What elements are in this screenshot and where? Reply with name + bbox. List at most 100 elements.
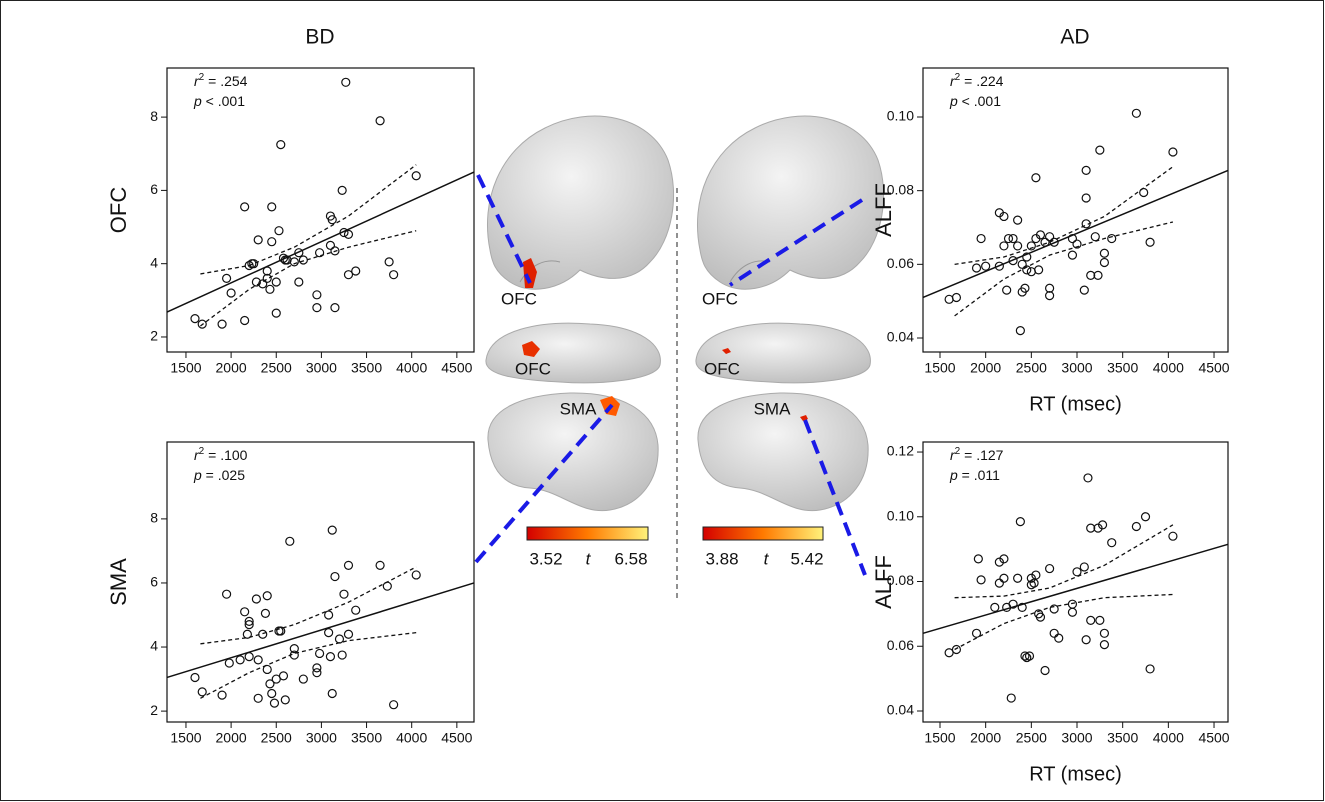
x-tick-label: 2000: [970, 360, 1001, 376]
y-axis-label: ALFF: [871, 555, 896, 609]
brain-label: OFC: [702, 289, 738, 308]
data-point: [1049, 628, 1059, 638]
x-tick-label: 3500: [1107, 360, 1138, 376]
p-value: = .025: [202, 467, 245, 483]
r-symbol: r: [950, 447, 956, 463]
data-point: [262, 664, 272, 675]
r-superscript: 2: [199, 72, 205, 83]
data-point: [1099, 257, 1110, 268]
data-point: [973, 554, 983, 564]
data-point: [244, 260, 254, 271]
data-point: [1081, 165, 1091, 176]
x-tick-label: 2500: [261, 730, 292, 746]
data-point: [971, 263, 982, 273]
data-point: [298, 674, 308, 684]
y-tick-label: 2: [150, 328, 158, 344]
data-point: [334, 634, 345, 644]
data-point: [294, 248, 304, 258]
x-tick-label: 4500: [441, 730, 472, 746]
data-point: [1093, 270, 1103, 280]
data-point: [1015, 326, 1025, 336]
data-point: [330, 571, 340, 582]
data-point: [190, 314, 200, 324]
data-point: [384, 257, 394, 267]
x-tick-label: 4500: [441, 360, 472, 376]
data-point: [1099, 248, 1110, 258]
brain-label: OFC: [515, 359, 551, 378]
r-symbol: r: [194, 73, 200, 89]
scatter-panel: 1500 2000 2500 3000 3500 4000 4500 0.04 0.06 0.08…: [871, 441, 1230, 785]
data-point: [314, 648, 325, 659]
plot-frame: [166, 67, 475, 353]
data-point: [226, 288, 236, 298]
y-tick-label: 0.04: [887, 702, 914, 718]
data-point: [1139, 187, 1149, 198]
r-squared-annotation: r2 = .100: [194, 446, 248, 463]
data-point: [1168, 147, 1178, 157]
r-symbol: r: [194, 447, 200, 463]
colorbar-label: t: [764, 549, 770, 568]
data-point: [1067, 607, 1078, 617]
data-point: [197, 687, 207, 697]
y-tick-label: 4: [150, 254, 158, 270]
data-point: [1006, 693, 1016, 703]
data-point: [1079, 562, 1089, 572]
y-axis-label: OFC: [106, 187, 131, 234]
data-point: [1008, 256, 1018, 266]
scatter-panel: 1500 2000 2500 3000 3500 4000 4500 0.04 0.06 0.08…: [871, 67, 1230, 415]
fit-line: [166, 582, 475, 679]
x-tick-label: 1500: [170, 360, 201, 376]
r-value: = .254: [204, 73, 247, 89]
r-superscript: 2: [199, 446, 205, 457]
data-point: [1049, 604, 1059, 614]
data-point: [253, 235, 263, 245]
data-point: [411, 171, 421, 181]
r-value: = .224: [960, 73, 1003, 89]
data-point: [337, 185, 347, 195]
y-tick-label: 0.10: [887, 108, 914, 124]
data-point: [1013, 215, 1023, 225]
data-point: [1013, 573, 1023, 583]
data-point: [312, 303, 322, 313]
data-point: [1022, 265, 1032, 275]
r-value: = .100: [204, 447, 247, 463]
r-squared-annotation: r2 = .254: [194, 72, 248, 89]
data-point: [951, 292, 962, 303]
x-tick-label: 4000: [1153, 730, 1184, 746]
y-axis-label: SMA: [106, 558, 131, 606]
ci-lower-line: [954, 593, 1173, 651]
plot-frame: [922, 67, 1229, 353]
data-point: [999, 241, 1009, 251]
data-point: [382, 581, 392, 591]
data-point: [289, 650, 299, 660]
y-tick-label: 0.06: [887, 637, 914, 653]
data-point: [1145, 664, 1155, 674]
data-point: [312, 668, 322, 678]
data-point: [337, 650, 347, 660]
data-point: [1131, 108, 1141, 118]
data-point: [389, 270, 399, 280]
data-point: [999, 573, 1009, 583]
data-point: [944, 648, 954, 658]
data-point: [1035, 612, 1046, 622]
data-point: [994, 557, 1004, 567]
data-point: [1145, 237, 1155, 247]
x-tick-label: 2000: [970, 730, 1001, 746]
data-point: [976, 575, 986, 585]
data-point: [1079, 285, 1089, 295]
data-point: [324, 628, 334, 638]
x-tick-label: 3000: [1061, 730, 1092, 746]
data-point: [330, 246, 340, 256]
data-point: [981, 261, 991, 271]
data-point: [325, 652, 336, 662]
data-point: [1086, 270, 1096, 280]
data-point: [1002, 285, 1012, 295]
data-point: [1026, 573, 1036, 583]
data-point: [324, 610, 334, 620]
data-point: [1095, 615, 1105, 625]
brain-label: OFC: [704, 359, 740, 378]
data-point: [249, 259, 259, 269]
data-point: [1031, 570, 1041, 580]
ci-upper-line: [200, 164, 417, 275]
